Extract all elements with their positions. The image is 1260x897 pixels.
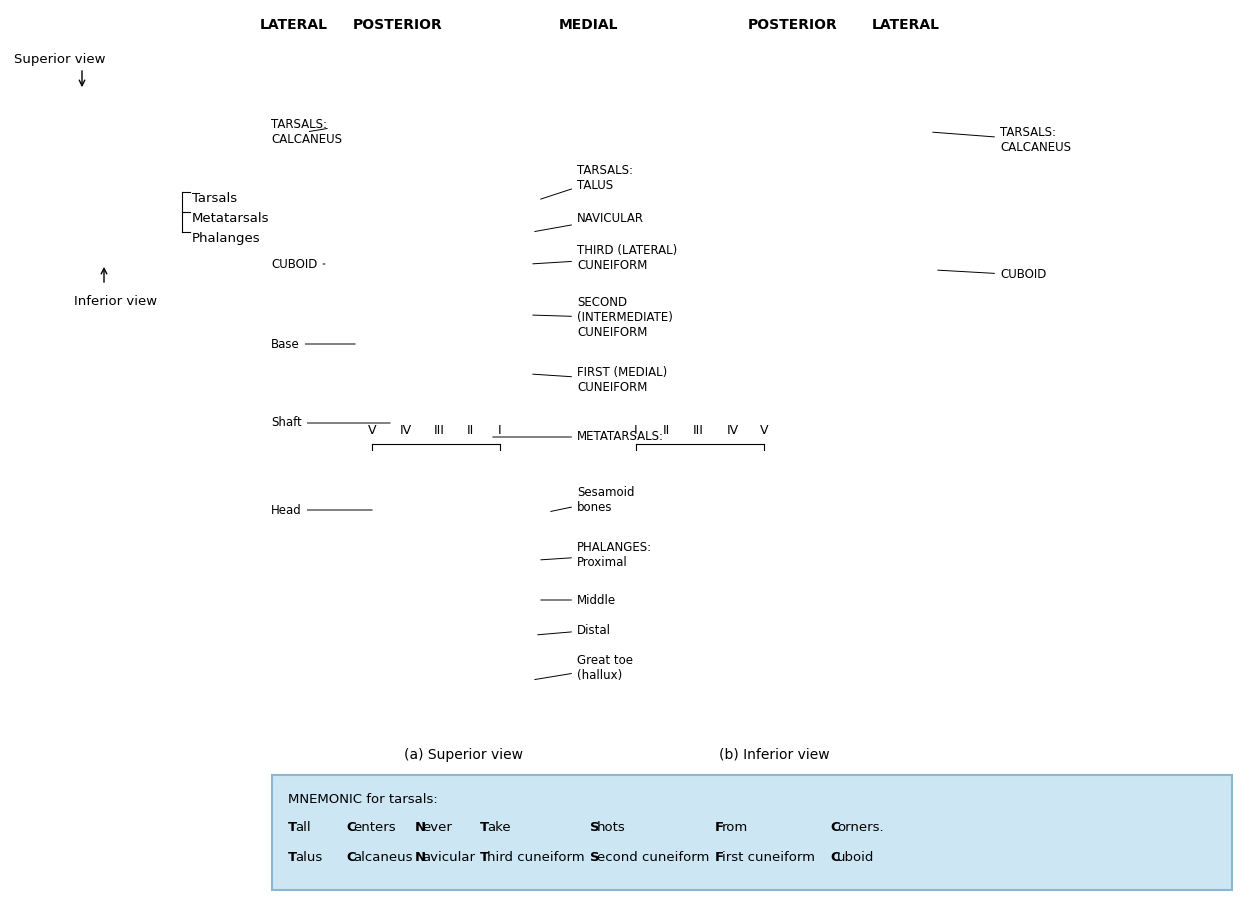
Text: hird cuneiform: hird cuneiform xyxy=(488,851,585,864)
Text: S: S xyxy=(590,851,600,864)
Text: ever: ever xyxy=(422,821,452,834)
Text: IV: IV xyxy=(399,423,412,437)
Text: econd cuneiform: econd cuneiform xyxy=(597,851,709,864)
Text: Base: Base xyxy=(271,337,355,351)
Text: III: III xyxy=(693,423,703,437)
Text: Middle: Middle xyxy=(541,594,616,606)
Text: MNEMONIC for tarsals:: MNEMONIC for tarsals: xyxy=(289,793,437,806)
Text: N: N xyxy=(415,821,426,834)
Text: C: C xyxy=(346,851,355,864)
Text: V: V xyxy=(368,423,377,437)
Text: TARSALS:
TALUS: TARSALS: TALUS xyxy=(541,164,633,199)
Text: (b) Inferior view: (b) Inferior view xyxy=(718,748,829,762)
Text: IV: IV xyxy=(727,423,740,437)
Text: TARSALS:
CALCANEUS: TARSALS: CALCANEUS xyxy=(271,118,341,146)
Text: F: F xyxy=(714,851,724,864)
Text: T: T xyxy=(289,851,297,864)
Text: C: C xyxy=(830,821,839,834)
Text: T: T xyxy=(480,821,489,834)
Text: alcaneus: alcaneus xyxy=(353,851,412,864)
Text: V: V xyxy=(760,423,769,437)
Text: PHALANGES:
Proximal: PHALANGES: Proximal xyxy=(541,541,653,569)
Text: POSTERIOR: POSTERIOR xyxy=(748,18,838,32)
Text: T: T xyxy=(480,851,489,864)
Text: SECOND
(INTERMEDIATE)
CUNEIFORM: SECOND (INTERMEDIATE) CUNEIFORM xyxy=(533,297,673,339)
Text: POSTERIOR: POSTERIOR xyxy=(353,18,442,32)
Text: TARSALS:
CALCANEUS: TARSALS: CALCANEUS xyxy=(932,126,1071,154)
Text: Tarsals: Tarsals xyxy=(192,192,237,205)
Text: Sesamoid
bones: Sesamoid bones xyxy=(551,486,635,514)
Text: NAVICULAR: NAVICULAR xyxy=(534,212,644,231)
Text: F: F xyxy=(714,821,724,834)
Text: S: S xyxy=(590,821,600,834)
Text: ake: ake xyxy=(488,821,510,834)
Text: II: II xyxy=(466,423,474,437)
Text: T: T xyxy=(289,821,297,834)
Text: I: I xyxy=(634,423,638,437)
Text: Inferior view: Inferior view xyxy=(74,295,158,308)
Text: Head: Head xyxy=(271,503,372,517)
Text: I: I xyxy=(498,423,501,437)
Text: hots: hots xyxy=(597,821,626,834)
Text: uboid: uboid xyxy=(837,851,874,864)
Text: METATARSALS:: METATARSALS: xyxy=(493,431,664,443)
Text: Shaft: Shaft xyxy=(271,416,391,430)
Text: avicular: avicular xyxy=(422,851,475,864)
Text: Metatarsals: Metatarsals xyxy=(192,212,270,225)
Text: MEDIAL: MEDIAL xyxy=(558,18,617,32)
Text: THIRD (LATERAL)
CUNEIFORM: THIRD (LATERAL) CUNEIFORM xyxy=(533,244,678,272)
Text: LATERAL: LATERAL xyxy=(260,18,328,32)
Text: rom: rom xyxy=(722,821,748,834)
Text: (a) Superior view: (a) Superior view xyxy=(403,748,523,762)
Text: orners.: orners. xyxy=(837,821,883,834)
Text: irst cuneiform: irst cuneiform xyxy=(722,851,815,864)
Text: LATERAL: LATERAL xyxy=(872,18,940,32)
Text: FIRST (MEDIAL)
CUNEIFORM: FIRST (MEDIAL) CUNEIFORM xyxy=(533,366,668,394)
Text: all: all xyxy=(295,821,311,834)
Text: III: III xyxy=(433,423,445,437)
Text: Phalanges: Phalanges xyxy=(192,232,261,245)
Text: CUBOID: CUBOID xyxy=(271,257,325,271)
Text: Superior view: Superior view xyxy=(14,53,106,66)
Text: Distal: Distal xyxy=(538,623,611,637)
Text: Great toe
(hallux): Great toe (hallux) xyxy=(534,654,633,682)
Text: II: II xyxy=(663,423,669,437)
Bar xyxy=(272,775,1232,890)
Text: C: C xyxy=(346,821,355,834)
Text: N: N xyxy=(415,851,426,864)
Text: enters: enters xyxy=(353,821,396,834)
Text: CUBOID: CUBOID xyxy=(937,268,1046,282)
Text: alus: alus xyxy=(295,851,323,864)
Text: C: C xyxy=(830,851,839,864)
